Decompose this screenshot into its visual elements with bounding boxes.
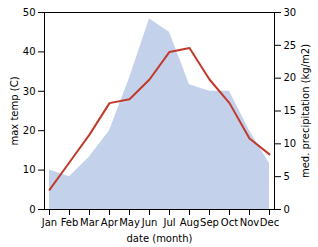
svg-text:max temp (C): max temp (C) (9, 76, 20, 145)
svg-text:0: 0 (29, 204, 35, 215)
svg-text:40: 40 (23, 46, 36, 57)
svg-text:30: 30 (284, 7, 297, 18)
svg-text:20: 20 (23, 125, 36, 136)
svg-text:20: 20 (284, 72, 297, 83)
svg-text:Apr: Apr (101, 217, 119, 228)
svg-text:10: 10 (23, 164, 36, 175)
svg-text:Jun: Jun (141, 217, 158, 228)
svg-text:Dec: Dec (260, 217, 279, 228)
svg-text:med. precipitation (kg/m2): med. precipitation (kg/m2) (300, 44, 311, 178)
svg-text:date (month): date (month) (127, 233, 193, 244)
svg-text:Nov: Nov (240, 217, 260, 228)
svg-text:30: 30 (23, 86, 36, 97)
svg-text:May: May (119, 217, 140, 228)
svg-text:25: 25 (284, 40, 297, 51)
svg-text:5: 5 (284, 171, 290, 182)
svg-text:Jan: Jan (41, 217, 57, 228)
svg-text:0: 0 (284, 204, 290, 215)
svg-text:50: 50 (23, 7, 36, 18)
svg-text:Mar: Mar (80, 217, 100, 228)
svg-text:10: 10 (284, 138, 297, 149)
svg-text:Oct: Oct (221, 217, 238, 228)
svg-text:Jul: Jul (162, 217, 175, 228)
svg-text:Feb: Feb (61, 217, 79, 228)
svg-text:Aug: Aug (180, 217, 200, 228)
svg-text:Sep: Sep (200, 217, 219, 228)
svg-text:15: 15 (284, 105, 297, 116)
